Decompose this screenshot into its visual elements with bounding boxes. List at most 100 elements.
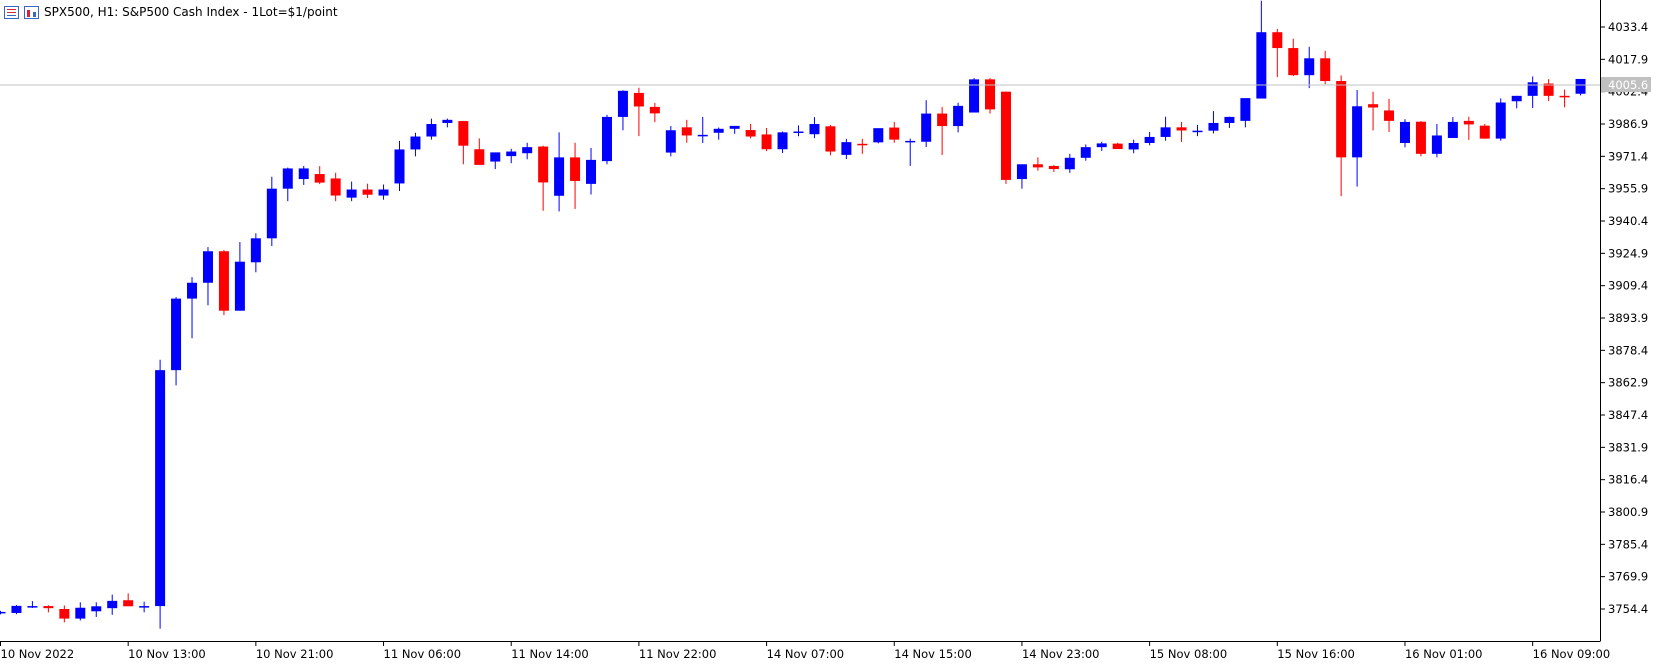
candle-body <box>107 600 118 609</box>
y-tick-label: 3785.4 <box>1608 537 1648 551</box>
candle <box>1368 91 1379 131</box>
candle <box>330 172 341 202</box>
candle <box>633 87 644 137</box>
candle-body <box>1543 83 1554 96</box>
candle-body <box>601 116 612 162</box>
candle-body <box>506 151 517 157</box>
x-tick-label: 16 Nov 09:00 <box>1533 647 1611 661</box>
candle-body <box>1352 106 1363 158</box>
candle-body <box>314 174 325 183</box>
x-tick-label: 11 Nov 14:00 <box>511 647 589 661</box>
candle <box>490 152 501 170</box>
candle-body <box>218 251 229 311</box>
candle-body <box>649 106 660 114</box>
candle-body <box>1495 102 1506 139</box>
candle <box>1176 121 1187 142</box>
candle <box>649 102 660 123</box>
candle <box>1559 89 1570 108</box>
candle-body <box>1224 116 1235 123</box>
candle <box>266 176 277 247</box>
candle-body <box>75 607 86 619</box>
candle-body <box>793 131 804 134</box>
candle <box>1048 165 1059 172</box>
current-price-label: 4005.6 <box>1608 78 1648 92</box>
candle-body <box>570 157 581 181</box>
candle-body <box>1463 120 1474 125</box>
candle-body <box>346 189 357 198</box>
candle <box>1447 117 1458 138</box>
candle <box>362 183 373 199</box>
candle <box>825 124 836 156</box>
candle <box>1240 98 1251 128</box>
candle <box>1415 121 1426 157</box>
candle-body <box>1048 165 1059 170</box>
candle <box>282 167 293 202</box>
candle <box>0 610 6 615</box>
candle <box>1479 124 1490 139</box>
candle <box>1463 116 1474 140</box>
candle-body <box>841 142 852 155</box>
candle-body <box>139 606 150 608</box>
candle-body <box>889 127 900 140</box>
candle <box>1064 153 1075 173</box>
x-tick-label: 14 Nov 23:00 <box>1022 647 1100 661</box>
candle-body <box>155 370 166 607</box>
candle-body <box>27 606 38 608</box>
candle-body <box>202 251 213 283</box>
candle <box>1032 157 1043 171</box>
candle-body <box>1240 98 1251 121</box>
candle <box>729 125 740 134</box>
candle-body <box>905 140 916 143</box>
candle <box>346 181 357 202</box>
candle-body <box>857 143 868 146</box>
candle <box>873 128 884 144</box>
candle-body <box>1000 91 1011 180</box>
candle <box>921 100 932 147</box>
candles-layer <box>0 0 1586 629</box>
y-tick-label: 3878.4 <box>1608 343 1648 357</box>
candle <box>91 602 102 617</box>
y-tick-label: 3940.4 <box>1608 214 1648 228</box>
candle <box>554 132 565 212</box>
candle-body <box>442 119 453 123</box>
candle-body <box>171 298 182 371</box>
candle <box>601 114 612 165</box>
candle-body <box>1431 135 1442 154</box>
candle <box>889 121 900 143</box>
y-tick-label: 3800.9 <box>1608 505 1648 519</box>
candle-body <box>697 134 708 137</box>
candle-body <box>1479 125 1490 139</box>
candle <box>43 605 54 613</box>
candle-body <box>665 130 676 153</box>
candle <box>1384 98 1395 132</box>
y-tick-label: 4033.4 <box>1608 20 1648 34</box>
candle <box>538 145 549 211</box>
list-icon[interactable] <box>4 5 19 19</box>
candle <box>681 119 692 143</box>
candle <box>1543 79 1554 102</box>
x-tick-label: 10 Nov 13:00 <box>128 647 206 661</box>
candle <box>522 142 533 160</box>
y-tick-label: 3769.9 <box>1608 570 1648 584</box>
candle-body <box>713 128 724 133</box>
chart-icon[interactable] <box>24 5 39 19</box>
candle <box>1016 164 1027 189</box>
candle <box>474 138 485 165</box>
candle <box>394 140 405 191</box>
candle-body <box>474 149 485 165</box>
candle <box>745 124 756 139</box>
candle-body <box>522 147 533 154</box>
candle <box>841 138 852 160</box>
chart-title: SPX500, H1: S&P500 Cash Index - 1Lot=$1/… <box>44 5 338 19</box>
candle <box>617 90 628 131</box>
x-tick-label: 14 Nov 07:00 <box>767 647 845 661</box>
candle-body <box>91 606 102 612</box>
candle <box>1000 91 1011 184</box>
candle <box>953 102 964 133</box>
candle <box>458 121 469 165</box>
candle <box>1288 38 1299 77</box>
candle-body <box>761 134 772 150</box>
candle <box>697 116 708 143</box>
candle-body <box>1272 32 1283 49</box>
candle <box>234 242 245 311</box>
